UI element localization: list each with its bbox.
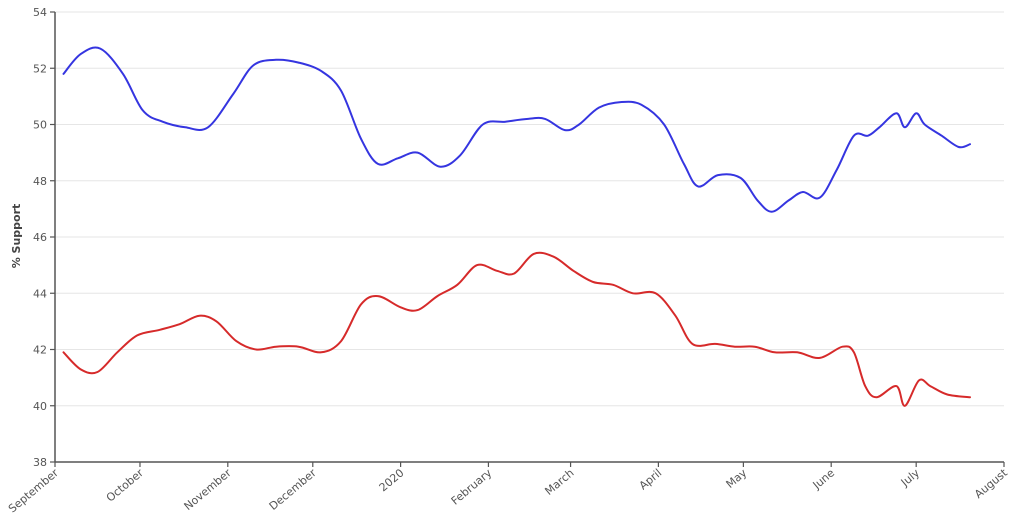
y-tick-label: 46: [33, 231, 47, 244]
y-tick-label: 44: [33, 287, 47, 300]
y-tick-label: 50: [33, 119, 47, 132]
y-axis-title: % Support: [10, 204, 23, 269]
x-tick-label: February: [449, 466, 495, 508]
x-tick-label: April: [637, 466, 665, 492]
x-tick-label: November: [182, 466, 235, 513]
y-axis: 38 40 42 44 46 48 50 52 54: [33, 6, 56, 469]
y-tick-label: 40: [33, 400, 47, 413]
x-tick-label: August: [972, 466, 1010, 501]
x-tick-label: March: [542, 466, 576, 498]
series-layer: [62, 46, 971, 407]
x-axis: September October November December 2020 Febr…: [6, 461, 1010, 515]
x-tick-label: July: [898, 466, 923, 490]
series-line-1: [62, 46, 971, 213]
gridlines: [55, 11, 1004, 407]
y-tick-label: 48: [33, 175, 47, 188]
y-tick-label: 42: [33, 344, 47, 357]
y-tick-label: 38: [33, 456, 47, 469]
y-tick-label: 54: [33, 6, 47, 19]
x-tick-label: 2020: [377, 466, 407, 494]
x-tick-label: June: [810, 466, 838, 492]
series-line-2: [62, 251, 971, 407]
x-tick-label: September: [6, 466, 61, 515]
x-tick-label: May: [724, 466, 750, 491]
y-tick-label: 52: [33, 62, 47, 75]
x-tick-label: December: [267, 466, 319, 513]
x-tick-label: October: [104, 466, 146, 505]
